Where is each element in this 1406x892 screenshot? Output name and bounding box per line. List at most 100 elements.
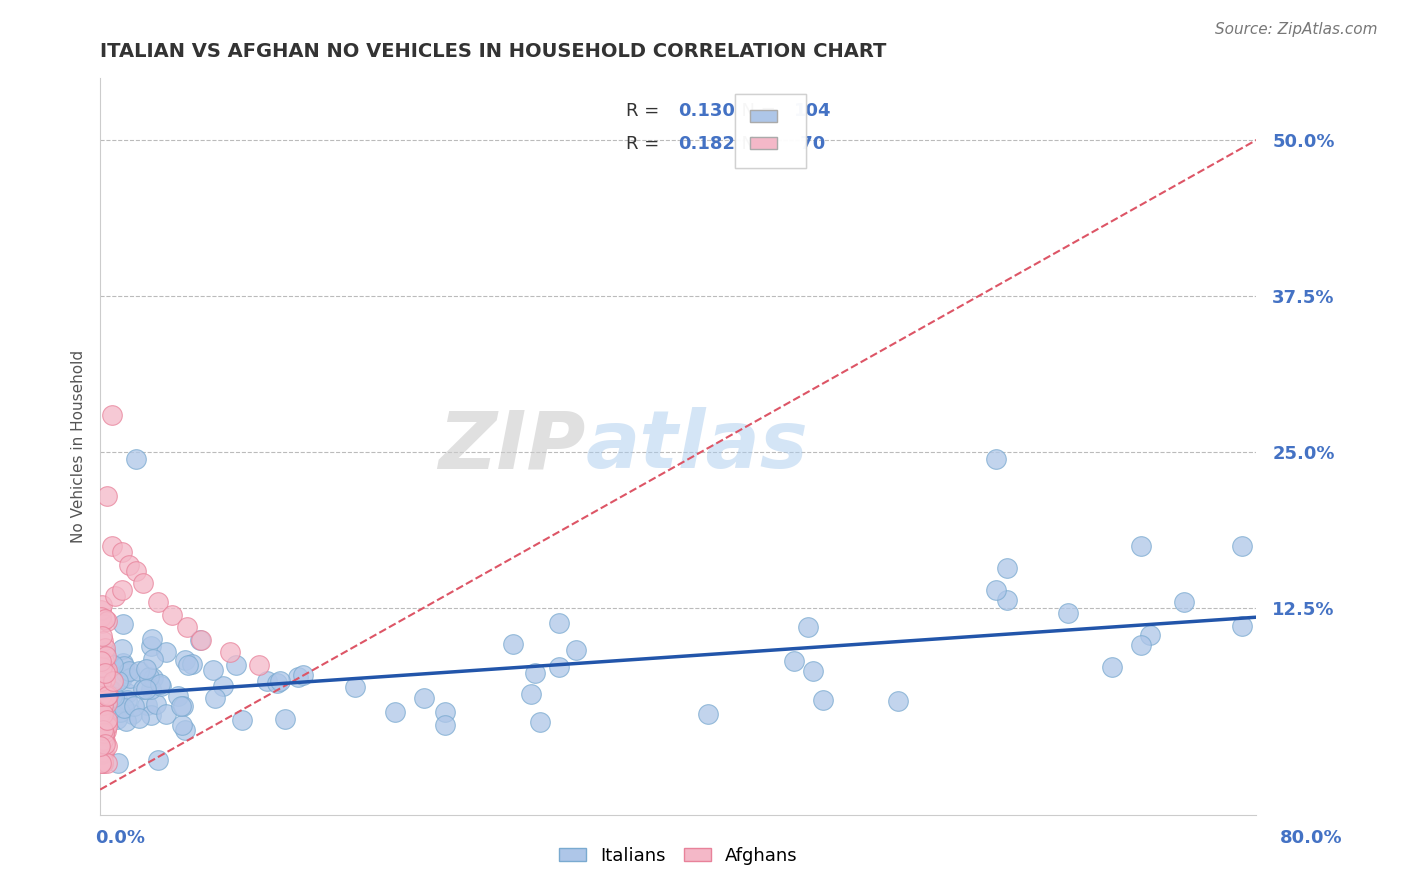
Point (94, 723, 117, 738)
Point (91, 756, 114, 771)
Point (125, 564, 148, 578)
Point (180, 657, 202, 671)
Point (115, 714, 138, 728)
Point (91, 659, 114, 673)
Point (111, 642, 134, 657)
Point (169, 699, 191, 714)
Point (112, 701, 135, 715)
Legend: , : , (735, 94, 806, 168)
Point (523, 665, 546, 680)
Point (108, 705, 131, 719)
Point (90, 756, 112, 771)
Point (174, 653, 197, 667)
Point (90, 610, 112, 624)
Point (103, 589, 125, 603)
Point (93, 640, 115, 655)
Point (89, 602, 111, 616)
Point (811, 693, 834, 707)
Point (103, 695, 125, 709)
Point (110, 671, 132, 685)
Point (150, 679, 173, 693)
Point (155, 645, 177, 659)
Point (118, 664, 141, 678)
Point (107, 756, 129, 771)
Point (122, 698, 145, 713)
Point (94, 612, 117, 626)
Point (128, 665, 150, 679)
Point (176, 658, 198, 673)
Point (96, 663, 118, 677)
Point (170, 718, 193, 732)
Point (90, 700, 112, 714)
Point (344, 681, 367, 695)
Point (101, 695, 124, 709)
Point (100, 408, 122, 422)
Point (565, 643, 588, 657)
Text: 0.0%: 0.0% (96, 830, 146, 847)
Point (434, 705, 457, 719)
Point (997, 593, 1019, 607)
Point (91, 706, 114, 721)
Point (149, 677, 172, 691)
Point (112, 658, 135, 673)
Point (89, 716, 111, 731)
Point (96, 756, 118, 771)
Point (90, 664, 112, 678)
Text: Source: ZipAtlas.com: Source: ZipAtlas.com (1215, 22, 1378, 37)
Point (145, 697, 167, 711)
Point (90, 687, 112, 701)
Point (256, 674, 278, 689)
Point (111, 545, 134, 559)
Point (148, 753, 170, 767)
Point (202, 664, 225, 678)
Point (107, 674, 129, 689)
Point (90, 675, 112, 690)
Point (212, 679, 235, 693)
Point (520, 687, 543, 701)
Point (166, 689, 188, 703)
Point (100, 683, 122, 698)
Point (135, 682, 157, 697)
Point (547, 615, 569, 630)
Point (1101, 660, 1123, 674)
Point (93, 725, 115, 739)
Point (91, 746, 114, 760)
Point (89, 706, 111, 721)
Text: ITALIAN VS AFGHAN NO VEHICLES IN HOUSEHOLD CORRELATION CHART: ITALIAN VS AFGHAN NO VEHICLES IN HOUSEHO… (100, 42, 887, 61)
Point (90, 745, 112, 759)
Point (91, 634, 114, 648)
Point (162, 607, 184, 622)
Point (204, 690, 226, 705)
Point (141, 632, 163, 646)
Point (111, 657, 134, 671)
Point (91, 756, 114, 771)
Point (96, 739, 118, 753)
Point (96, 697, 118, 711)
Point (112, 617, 135, 632)
Point (413, 691, 436, 706)
Point (111, 582, 134, 597)
Point (548, 659, 571, 673)
Point (94, 672, 117, 686)
Point (107, 695, 129, 709)
Point (91, 754, 114, 768)
Point (91, 723, 114, 737)
Point (142, 671, 165, 685)
Point (120, 671, 142, 685)
Point (91, 731, 114, 746)
Text: R =: R = (626, 135, 659, 153)
Point (995, 561, 1018, 575)
Point (434, 718, 457, 732)
Point (93, 728, 115, 742)
Point (96, 717, 118, 731)
Point (103, 658, 125, 673)
Point (146, 595, 169, 609)
Text: R =: R = (626, 102, 659, 120)
Point (1230, 539, 1253, 553)
Point (782, 654, 804, 668)
Point (138, 670, 160, 684)
Point (94, 737, 117, 751)
Point (91, 734, 114, 748)
Point (115, 692, 138, 706)
Point (103, 690, 125, 705)
